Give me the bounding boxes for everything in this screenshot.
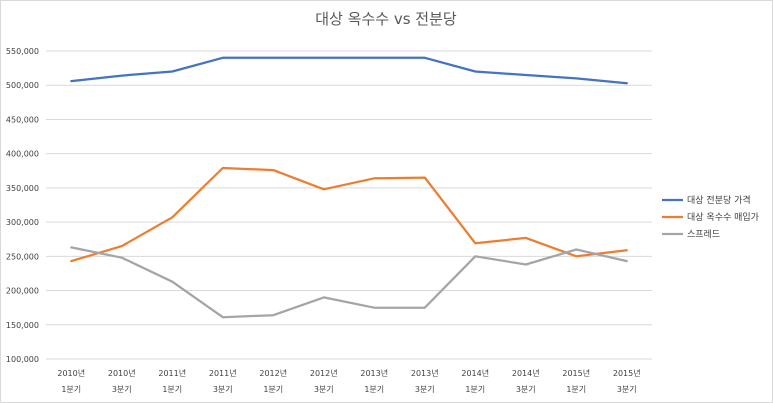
x-axis-ticks: 2010년 1분기 2010년 3분기 2011년 1분기 2011년 3분기 2012년 1분기… — [57, 368, 640, 394]
y-tick-label: 550,000 — [6, 47, 39, 56]
x-tick-label: 2011년 — [158, 368, 186, 378]
y-tick-label: 250,000 — [6, 252, 39, 261]
x-tick-label: 2014년 — [512, 368, 540, 378]
x-tick-label: 2012년 — [310, 368, 338, 378]
x-tick-label: 1분기 — [364, 385, 384, 394]
x-tick-label: 3분기 — [314, 385, 334, 394]
x-tick-label: 2014년 — [461, 368, 489, 378]
x-tick-label: 3분기 — [415, 385, 435, 394]
series-line — [70, 246, 628, 319]
y-tick-label: 500,000 — [6, 81, 39, 90]
y-tick-label: 100,000 — [6, 355, 39, 364]
series-line — [70, 56, 628, 85]
x-tick-label: 2015년 — [562, 368, 590, 378]
y-tick-label: 300,000 — [6, 218, 39, 227]
x-tick-label: 2013년 — [360, 368, 388, 378]
x-tick-label: 2010년 — [57, 368, 85, 378]
y-tick-label: 350,000 — [6, 184, 39, 193]
y-tick-label: 400,000 — [6, 150, 39, 159]
x-tick-label: 1분기 — [465, 385, 485, 394]
y-axis-ticks: 550,000 500,000 450,000 400,000 350,000 300,0… — [6, 47, 39, 364]
series-lines — [70, 56, 628, 319]
x-tick-label: 3분기 — [112, 385, 132, 394]
x-tick-label: 3분기 — [213, 385, 233, 394]
y-tick-label: 450,000 — [6, 115, 39, 124]
x-tick-label: 2015년 — [613, 368, 641, 378]
x-tick-label: 2013년 — [411, 368, 439, 378]
chart-title: 대상 옥수수 vs 전분당 — [315, 10, 457, 28]
x-tick-label: 2011년 — [209, 368, 237, 378]
legend-entry: 대상 옥수수 매입가 — [687, 211, 759, 223]
x-tick-label: 3분기 — [516, 385, 536, 394]
x-tick-label: 1분기 — [263, 385, 283, 394]
series-line — [70, 166, 628, 263]
legend-entry: 대상 전분당 가격 — [687, 194, 751, 206]
x-tick-label: 1분기 — [162, 385, 182, 394]
y-tick-label: 150,000 — [6, 321, 39, 330]
legend-entry: 스프레드 — [687, 229, 720, 240]
y-tick-label: 200,000 — [6, 287, 39, 296]
x-tick-label: 1분기 — [566, 385, 586, 394]
gridlines — [46, 50, 652, 360]
x-tick-label: 1분기 — [61, 385, 81, 394]
x-tick-label: 2012년 — [259, 368, 287, 378]
x-tick-label: 3분기 — [617, 385, 637, 394]
x-tick-label: 2010년 — [108, 368, 136, 378]
